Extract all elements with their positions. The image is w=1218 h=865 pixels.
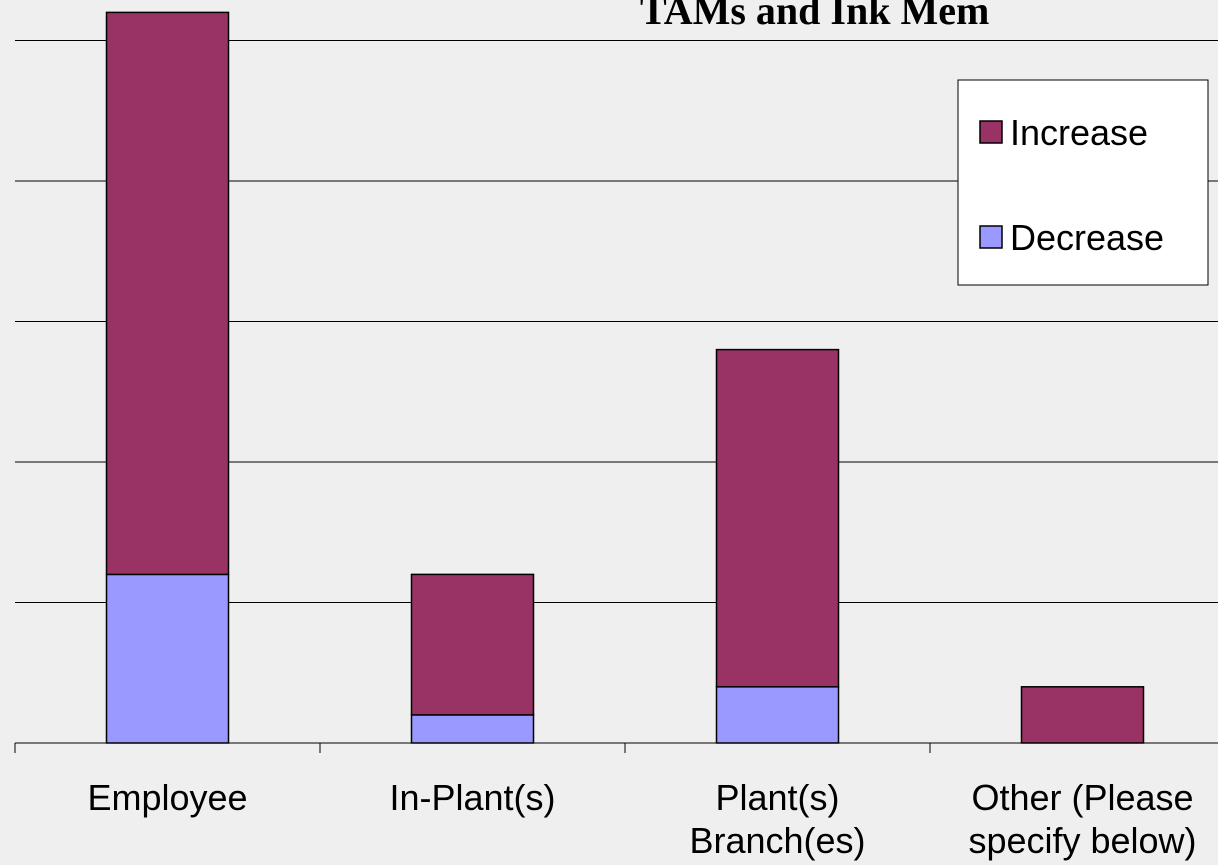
x-axis: Employee In-Plant(s) Plant(s) Branch(es) Oth… <box>14 742 1218 861</box>
chart-title: TAMs and Ink Mem <box>640 0 989 33</box>
legend: Increase Decrease <box>957 79 1209 286</box>
bars <box>105 11 1145 744</box>
bar-decrease <box>105 573 230 744</box>
bar-increase <box>1020 686 1145 744</box>
bar-decrease <box>715 686 840 744</box>
category-label: In-Plant(s) <box>389 777 555 818</box>
legend-swatch-increase <box>979 120 1003 144</box>
legend-label-decrease: Decrease <box>1010 217 1164 258</box>
category-label: Plant(s) Branch(es) <box>689 777 865 861</box>
bar-increase <box>105 11 230 576</box>
legend-swatch-decrease <box>979 225 1003 249</box>
bar-increase <box>715 348 840 688</box>
category-label: Employee <box>87 777 247 818</box>
bar-decrease <box>410 714 535 744</box>
legend-box <box>957 79 1209 286</box>
category-label: Other (Please specify below) <box>968 777 1196 861</box>
legend-label-increase: Increase <box>1010 112 1148 153</box>
bar-increase <box>410 573 535 716</box>
